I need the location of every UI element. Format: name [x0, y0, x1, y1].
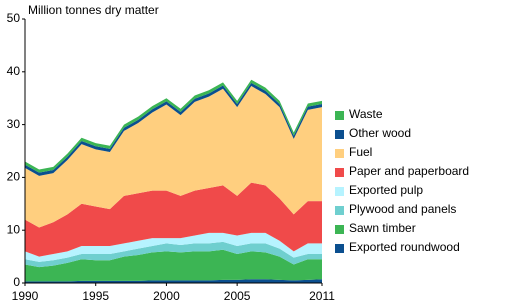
- legend-swatch: [335, 244, 344, 253]
- y-tick-label: 0: [13, 275, 20, 289]
- legend-label: Paper and paperboard: [349, 164, 469, 178]
- x-tick-label: 2011: [309, 289, 335, 303]
- legend-label: Fuel: [349, 145, 372, 159]
- area: [25, 232, 322, 262]
- legend-label: Waste: [349, 107, 383, 121]
- legend-label: Plywood and panels: [349, 202, 456, 216]
- area: [25, 249, 322, 282]
- area: [25, 182, 322, 257]
- y-axis-label: Million tonnes dry matter: [28, 3, 159, 17]
- legend-swatch: [335, 206, 344, 215]
- x-tick-label: 2005: [224, 289, 251, 303]
- x-tick-label: 2000: [153, 289, 180, 303]
- legend-label: Sawn timber: [349, 221, 416, 235]
- y-tick-label: 50: [7, 11, 21, 25]
- x-tick-label: 1995: [82, 289, 109, 303]
- y-tick-label: 30: [7, 117, 21, 131]
- y-tick-label: 40: [7, 64, 21, 78]
- legend-swatch: [335, 149, 344, 158]
- legend-swatch: [335, 111, 344, 120]
- legend-swatch: [335, 225, 344, 234]
- area: [25, 86, 322, 228]
- x-tick-label: 1990: [12, 289, 39, 303]
- area: [25, 241, 322, 268]
- legend-swatch: [335, 187, 344, 196]
- legend-label: Exported roundwood: [349, 240, 460, 254]
- legend-label: Exported pulp: [349, 183, 423, 197]
- y-tick-label: 20: [7, 170, 21, 184]
- legend-swatch: [335, 168, 344, 177]
- legend-swatch: [335, 130, 344, 139]
- area: [25, 279, 322, 283]
- legend-label: Other wood: [349, 126, 411, 140]
- y-tick-label: 10: [7, 222, 21, 236]
